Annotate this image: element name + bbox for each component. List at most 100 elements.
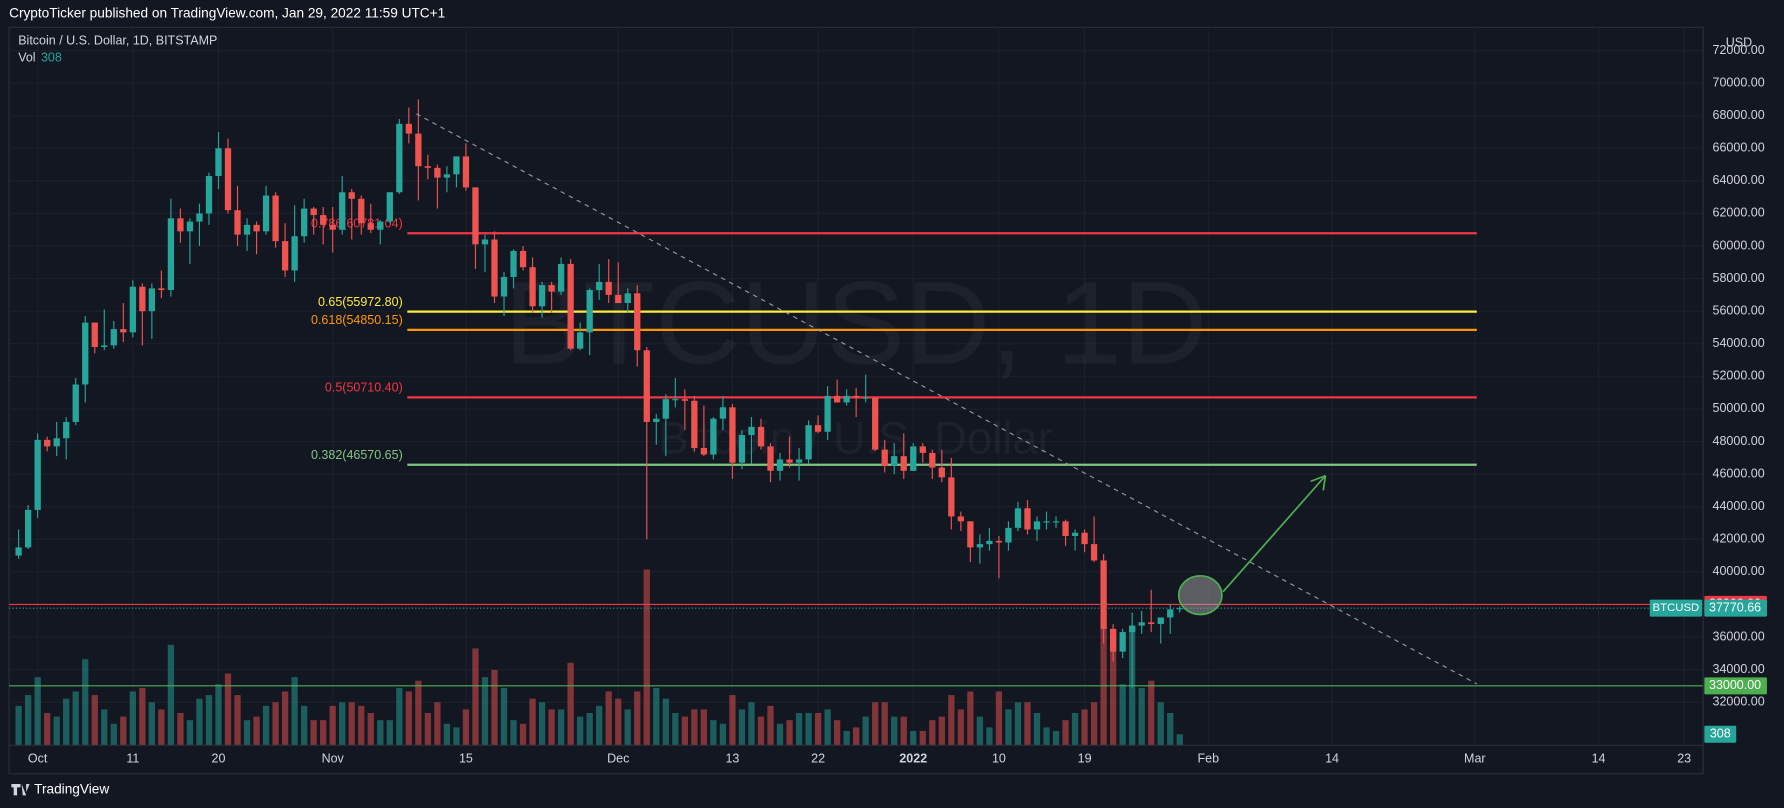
volume-bar — [967, 691, 974, 746]
volume-bar — [519, 723, 527, 746]
volume-bar — [615, 698, 622, 746]
candle-body — [634, 293, 641, 351]
candle-body — [833, 395, 841, 403]
candle-body — [919, 446, 926, 453]
x-tick-label: 14 — [1325, 751, 1339, 765]
candle-body — [938, 467, 945, 478]
volume-bar — [243, 720, 251, 746]
volume-bar — [434, 702, 441, 746]
highlight-circle — [1177, 574, 1223, 616]
volume-bar — [1024, 702, 1031, 746]
volume-bar — [101, 709, 108, 746]
candle-body — [1033, 521, 1041, 530]
candle-body — [158, 288, 165, 291]
candle-body — [215, 148, 222, 176]
x-tick-label: Oct — [28, 751, 48, 765]
volume-bar — [776, 723, 784, 746]
candle-body — [1109, 628, 1117, 652]
candle-body — [1005, 527, 1012, 543]
candle-body — [862, 397, 869, 399]
candle-body — [776, 459, 784, 471]
volume-bar — [1062, 720, 1069, 746]
volume-bar — [158, 709, 165, 746]
volume-bar — [729, 695, 736, 746]
candle-body — [1062, 521, 1069, 536]
volume-bar — [672, 713, 679, 746]
candle-body — [805, 425, 812, 460]
candle-body — [196, 213, 203, 222]
candle-body — [948, 477, 955, 517]
volume-bar — [976, 716, 984, 746]
candle-body — [101, 345, 108, 348]
candle-body — [691, 400, 698, 449]
volume-bar — [748, 702, 755, 746]
fib-level-label: 0.5(50710.40) — [325, 381, 403, 395]
volume-bar — [386, 720, 393, 746]
volume-bar — [1167, 713, 1174, 746]
candle-body — [139, 286, 146, 312]
candle-body — [396, 123, 403, 193]
volume-bar — [91, 695, 98, 746]
volume-bar — [1052, 730, 1060, 746]
volume-bar — [929, 720, 936, 746]
candle-body — [1081, 532, 1088, 545]
candle-body — [1176, 608, 1183, 610]
volume-bar — [653, 687, 660, 746]
y-tick-label: 32000.00 — [1713, 694, 1765, 708]
candle-body — [1043, 521, 1050, 523]
y-tick-label: 68000.00 — [1713, 108, 1765, 122]
volume-bar — [805, 713, 812, 746]
volume-bar — [1138, 687, 1145, 746]
candle-body — [186, 221, 194, 232]
volume-bar — [272, 702, 279, 746]
legend-title: Bitcoin / U.S. Dollar, 1D, BITSTAMP — [18, 33, 217, 47]
candle-body — [719, 407, 727, 419]
volume-legend-value: 308 — [41, 50, 62, 64]
volume-bar — [529, 698, 536, 746]
volume-bar — [224, 673, 232, 746]
fib-level-label: 0.382(46570.65) — [311, 448, 403, 462]
volume-bar — [415, 680, 422, 746]
fib-level-label: 0.65(55972.80) — [318, 295, 403, 309]
volume-bar — [567, 662, 574, 746]
volume-bar — [443, 723, 451, 746]
volume-bar — [110, 723, 117, 746]
volume-bar — [557, 709, 565, 746]
x-tick-label: 13 — [725, 751, 739, 765]
last-price-box — [1704, 599, 1767, 617]
candle-body — [339, 192, 346, 230]
volume-bar — [15, 705, 22, 746]
volume-bar — [605, 691, 612, 746]
volume-bar — [824, 709, 831, 746]
y-tick-label: 46000.00 — [1713, 466, 1765, 480]
volume-bar — [1043, 727, 1050, 746]
candle-body — [243, 224, 251, 235]
candle-body — [253, 224, 260, 232]
volume-bar — [1119, 684, 1126, 746]
candle-body — [729, 407, 736, 463]
price-axis — [1703, 27, 1784, 774]
candle-body — [767, 446, 774, 471]
watermark: BTCUSD, 1D — [504, 258, 1207, 390]
candle-body — [329, 224, 336, 230]
candle-body — [424, 166, 432, 168]
candle-body — [1157, 617, 1164, 624]
x-tick-label: 19 — [1078, 751, 1092, 765]
y-tick-label: 44000.00 — [1713, 499, 1765, 513]
symbol-label: BTCUSD — [1653, 602, 1700, 614]
candle-body — [262, 195, 270, 232]
candle-body — [976, 544, 984, 548]
volume-bar — [757, 716, 765, 746]
price-label: 33000.00 — [1709, 678, 1761, 692]
candle-body — [986, 540, 993, 545]
volume-bar — [310, 720, 317, 746]
candle-body — [538, 285, 546, 307]
volume-bar — [634, 691, 641, 746]
trend-line — [416, 113, 1478, 685]
volume-bar — [63, 698, 70, 746]
volume-bar — [1109, 630, 1117, 746]
volume-bar — [167, 644, 175, 746]
candle-body — [120, 329, 127, 333]
candle-body — [91, 322, 98, 348]
volume-bar — [538, 702, 546, 746]
